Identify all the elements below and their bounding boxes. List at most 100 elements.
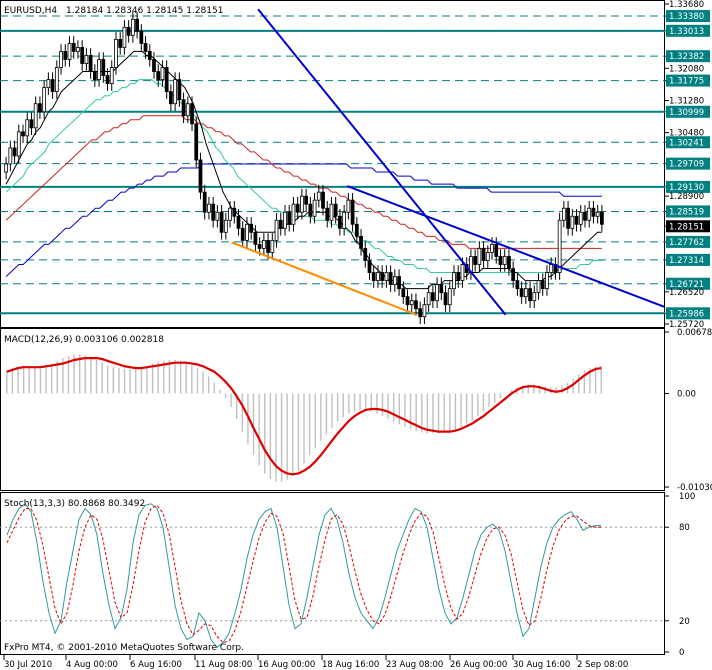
time-tick-label: 30 Jul 2010: [4, 660, 52, 670]
candle-body: [185, 103, 190, 117]
candle-body: [283, 211, 287, 229]
time-tick-label: 16 Aug 00:00: [258, 660, 315, 670]
candle-body: [50, 79, 55, 93]
price-layer: [0, 8, 665, 324]
candle-body: [587, 207, 592, 221]
candle-body: [198, 159, 203, 193]
candle-body: [443, 292, 448, 306]
candle-body: [557, 219, 562, 273]
candle-body: [414, 300, 418, 310]
axis-layer: 1.33680 1.33380 1.33013 1.32382 1.32080 1.317…: [3, 0, 712, 670]
level-price-box: [666, 136, 710, 149]
price-tick-label: 1.30241: [669, 138, 704, 148]
candle-body: [316, 191, 321, 201]
price-tick-label: 1.30480: [669, 129, 704, 139]
ma-fast-line: [5, 50, 602, 290]
candle-body: [401, 288, 406, 298]
candle-body: [354, 223, 359, 237]
candle-body: [502, 256, 507, 265]
candle-body: [338, 215, 342, 229]
candle-body: [312, 199, 317, 217]
price-tick-label: 1.25986: [669, 309, 704, 319]
price-tick-label: 1.33013: [669, 27, 704, 37]
candle-body: [147, 51, 152, 60]
candle-body: [88, 55, 93, 72]
candle-body: [236, 215, 241, 229]
candle-body: [46, 79, 51, 89]
candle-body: [384, 272, 389, 281]
price-tick-label: 1.31280: [669, 96, 704, 106]
level-price-box: [666, 235, 710, 248]
level-price-box: [666, 105, 710, 118]
candle-body: [92, 71, 97, 80]
candle-body: [333, 203, 338, 217]
candle-body: [152, 59, 156, 72]
price-tick-label: 1.27314: [669, 256, 704, 266]
candle-body: [494, 244, 499, 257]
ma-slow-blue-line: [5, 163, 602, 277]
candle-body: [507, 256, 511, 269]
candle-body: [460, 264, 465, 281]
trendline: [231, 241, 417, 316]
candle-body: [114, 38, 118, 68]
price-tick-label: 1.29130: [669, 183, 704, 193]
candle-body: [63, 51, 68, 60]
macd-tick-label: -0.01030: [677, 483, 712, 493]
price-tick-label: 1.25720: [669, 320, 704, 330]
candle-body: [325, 207, 330, 221]
candle-body: [485, 252, 490, 261]
macd-tick-label: 0.00: [677, 390, 696, 400]
price-tick-label: 1.33680: [669, 0, 704, 10]
macd-tick-label: 0.00678: [677, 328, 712, 338]
candle-body: [143, 42, 148, 52]
current-price-box: [666, 220, 710, 233]
stoch-layer: [0, 503, 665, 649]
price-tick-label: 1.33380: [669, 12, 704, 22]
price-title: EURUSD,H4: [4, 6, 57, 16]
candle-body: [25, 119, 30, 137]
candle-body: [430, 292, 435, 302]
candle-body: [321, 191, 325, 209]
candle-body: [511, 268, 516, 281]
candle-body: [245, 223, 249, 241]
copyright-text: FxPro MT4, © 2001-2010 MetaQuotes Softwa…: [4, 643, 244, 653]
candle-body: [392, 276, 397, 286]
candle-body: [8, 147, 13, 165]
stoch-tick-label: 100: [679, 492, 695, 502]
candle-body: [118, 38, 123, 48]
candle-body: [519, 288, 524, 298]
candle-body: [240, 227, 245, 241]
candle-body: [80, 47, 85, 64]
candle-body: [376, 272, 380, 281]
candle-body: [249, 223, 254, 233]
candle-body: [253, 231, 258, 245]
stoch-tick-label: 20: [679, 617, 690, 627]
candle-body: [169, 91, 173, 105]
candle-body: [532, 292, 537, 302]
trendline: [257, 8, 507, 316]
candle-body: [228, 207, 232, 221]
candle-body: [76, 47, 80, 52]
candle-body: [566, 207, 570, 229]
candle-body: [71, 42, 76, 52]
price-tick-label: 1.28519: [669, 207, 704, 217]
candle-body: [291, 203, 296, 225]
time-tick-label: 4 Aug 00:00: [66, 660, 118, 670]
candle-body: [561, 207, 566, 221]
candle-body: [135, 18, 139, 32]
candle-body: [164, 67, 169, 93]
level-price-box: [666, 205, 710, 218]
candle-body: [388, 272, 393, 286]
candle-body: [130, 18, 135, 36]
candle-body: [295, 203, 300, 213]
candle-body: [59, 51, 63, 68]
candle-body: [105, 75, 110, 84]
candle-body: [515, 280, 520, 290]
price-tick-label: 1.30999: [669, 108, 704, 118]
price-tick-label: 1.32382: [669, 52, 704, 62]
candle-body: [422, 304, 427, 318]
candle-body: [4, 163, 8, 173]
candle-body: [308, 203, 313, 217]
